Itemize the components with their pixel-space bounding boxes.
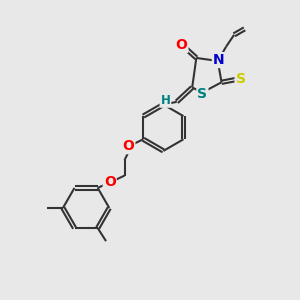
Text: O: O (122, 139, 134, 153)
Text: N: N (213, 53, 224, 67)
Text: H: H (160, 94, 170, 107)
Text: S: S (236, 72, 246, 86)
Text: O: O (176, 38, 188, 52)
Text: S: S (197, 87, 207, 101)
Text: O: O (104, 176, 116, 189)
